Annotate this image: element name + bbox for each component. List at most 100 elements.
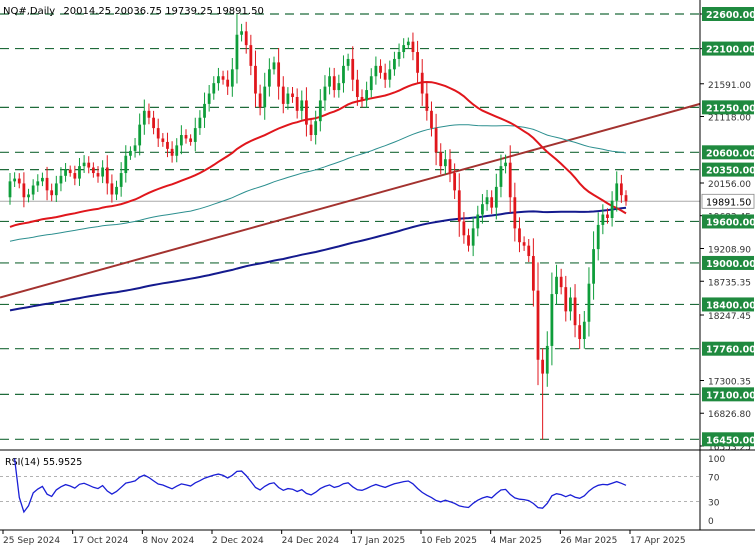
candle	[115, 180, 118, 201]
candle	[305, 87, 308, 137]
candle	[448, 149, 452, 183]
candle	[13, 172, 17, 188]
candle	[471, 216, 475, 257]
candle	[272, 56, 276, 75]
candle	[221, 70, 225, 85]
date-tick-label: 8 Nov 2024	[142, 536, 194, 546]
candle	[332, 67, 336, 98]
candle	[235, 14, 239, 84]
candle	[328, 67, 331, 95]
sma100-line	[9, 124, 627, 242]
candle	[87, 156, 91, 174]
svg-text:16450.00: 16450.00	[706, 435, 755, 446]
candle	[207, 84, 211, 112]
candle	[230, 58, 234, 97]
level-label: 21250.00	[702, 100, 755, 115]
svg-text:20600.00: 20600.00	[706, 148, 755, 159]
candle	[226, 70, 230, 95]
price-tick-label: 21118.00	[708, 113, 751, 123]
candle	[360, 89, 364, 108]
level-label: 19600.00	[702, 214, 755, 229]
candle	[249, 34, 253, 76]
candle	[467, 228, 470, 252]
candle	[425, 82, 429, 121]
rsi-tick-label: 100	[708, 455, 725, 465]
candle	[101, 160, 105, 184]
candle	[82, 155, 86, 173]
candle	[258, 84, 262, 116]
candle	[142, 99, 146, 135]
candle	[369, 68, 373, 98]
candle	[476, 205, 480, 237]
candle	[545, 331, 549, 387]
candle	[170, 141, 174, 163]
date-tick-label: 24 Dec 2024	[282, 536, 340, 546]
candle	[420, 59, 424, 106]
svg-text:21250.00: 21250.00	[706, 103, 755, 114]
level-label: 18400.00	[702, 297, 755, 312]
candle	[416, 40, 419, 83]
candle	[555, 264, 558, 305]
price-tick-label: 20156.00	[708, 180, 751, 190]
candle	[286, 87, 290, 110]
candle	[54, 175, 58, 202]
candle	[531, 238, 535, 307]
candle	[323, 75, 327, 111]
candle	[156, 118, 160, 147]
candle	[397, 43, 401, 67]
date-tick-label: 26 Mar 2025	[560, 536, 617, 546]
price-tick-label: 16826.80	[708, 410, 751, 420]
candle	[64, 162, 67, 182]
rsi-tick-label: 0	[708, 517, 714, 527]
current-price-label: 19891.50	[701, 193, 755, 209]
candle	[138, 113, 142, 156]
candle	[184, 129, 188, 144]
candle	[22, 172, 26, 208]
candle	[36, 174, 40, 192]
rsi-title: RSI(14) 55.9525	[5, 457, 82, 468]
svg-text:19891.50: 19891.50	[706, 197, 751, 208]
candle	[318, 89, 322, 132]
candle	[443, 150, 447, 175]
svg-text:17100.00: 17100.00	[706, 390, 755, 401]
trendline-layer	[0, 102, 701, 299]
candle	[582, 310, 586, 349]
rsi-panel: RSI(14) 55.9525 100 70 30 0	[0, 455, 725, 527]
candle	[78, 157, 81, 186]
candle	[291, 86, 294, 103]
candle	[462, 212, 466, 244]
candle	[430, 101, 433, 137]
candle	[254, 50, 257, 108]
candle	[536, 262, 540, 386]
candle	[490, 190, 494, 214]
price-tick-label: 19208.90	[708, 246, 751, 256]
level-label: 20600.00	[702, 145, 755, 160]
candle	[508, 145, 512, 213]
candle	[244, 21, 248, 54]
price-tick-label: 21591.00	[708, 81, 751, 91]
sma200-line	[9, 206, 627, 312]
candle	[129, 146, 132, 160]
chart-frame	[0, 0, 755, 531]
candle	[152, 110, 155, 135]
candle	[596, 212, 600, 261]
candle	[50, 183, 54, 202]
candle	[193, 117, 197, 152]
svg-text:22100.00: 22100.00	[706, 45, 755, 56]
candle	[267, 58, 271, 97]
candle	[124, 145, 128, 183]
candle	[453, 163, 457, 200]
candle	[31, 179, 35, 201]
price-tick-label: 17300.35	[708, 377, 751, 387]
candle	[59, 167, 63, 192]
date-tick-label: 10 Feb 2025	[421, 536, 477, 546]
candle	[240, 23, 243, 42]
date-tick-label: 25 Sep 2024	[3, 536, 60, 546]
candle	[166, 132, 169, 158]
candle	[587, 267, 591, 337]
candle	[41, 172, 44, 187]
price-tick-label: 16353.25	[708, 443, 751, 453]
candle	[68, 165, 72, 177]
